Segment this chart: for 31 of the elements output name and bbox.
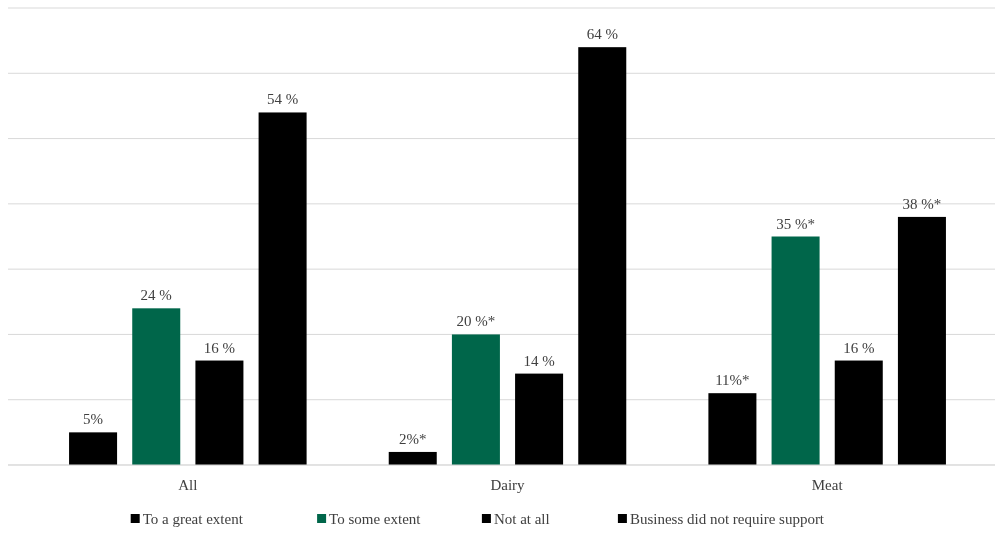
- bar: [897, 216, 946, 465]
- bar: [578, 47, 627, 465]
- bar: [388, 451, 437, 465]
- x-tick-label: Meat: [811, 477, 844, 493]
- bar: [132, 308, 181, 465]
- data-label: 38 %*: [902, 195, 942, 212]
- data-label: 35 %*: [776, 215, 815, 232]
- data-label: 14 %: [523, 352, 555, 369]
- bar: [771, 236, 820, 465]
- legend-label: Not at all: [493, 511, 550, 527]
- data-label: 54 %: [266, 91, 299, 108]
- x-tick-label: Dairy: [490, 477, 526, 493]
- legend-label: To a great extent: [142, 511, 244, 527]
- legend-label: To some extent: [329, 511, 422, 527]
- bar: [834, 360, 883, 465]
- bar: [708, 393, 757, 465]
- bar: [515, 373, 564, 465]
- data-label: 11%*: [715, 372, 750, 389]
- data-label: 16 %: [843, 339, 875, 356]
- bar: [451, 334, 500, 465]
- bar: [258, 112, 307, 465]
- data-label: 5%: [83, 411, 104, 428]
- data-label: 20 %*: [456, 313, 496, 330]
- bar: [195, 360, 244, 465]
- data-label: 2%*: [398, 430, 427, 447]
- data-label: 64 %: [586, 26, 618, 43]
- x-tick-label: All: [178, 477, 198, 493]
- legend-label: Business did not require support: [629, 511, 825, 527]
- bar: [69, 432, 118, 465]
- data-label: 24 %: [140, 287, 172, 304]
- data-label: 16 %: [203, 339, 236, 356]
